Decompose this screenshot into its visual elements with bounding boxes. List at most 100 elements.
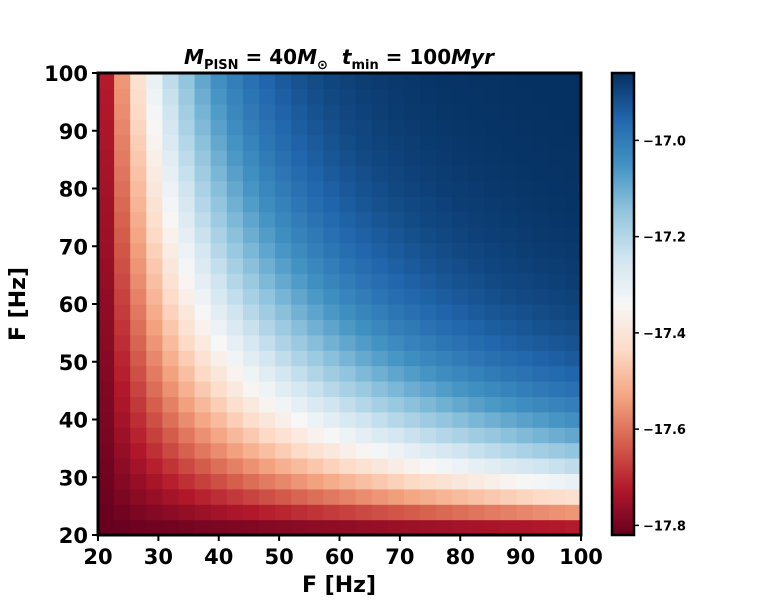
heatmap-cell bbox=[516, 381, 534, 397]
heatmap-cell bbox=[210, 88, 228, 105]
heatmap-cell bbox=[307, 519, 324, 536]
heatmap-cell bbox=[114, 334, 131, 351]
heatmap-cell bbox=[178, 119, 196, 136]
heatmap-cell bbox=[146, 242, 163, 259]
heatmap-cell bbox=[323, 180, 341, 197]
heatmap-cell bbox=[516, 473, 534, 490]
heatmap-cell bbox=[420, 180, 437, 197]
heatmap-cell bbox=[436, 273, 453, 290]
heatmap-cell bbox=[564, 442, 582, 459]
heatmap-cell bbox=[387, 504, 405, 521]
heatmap-cell bbox=[210, 519, 228, 536]
heatmap-cell bbox=[564, 473, 582, 490]
heatmap-cell bbox=[420, 103, 437, 120]
heatmap-cell bbox=[259, 134, 276, 151]
heatmap-cell bbox=[339, 88, 357, 105]
heatmap-cell bbox=[275, 134, 292, 151]
heatmap-cell bbox=[403, 304, 421, 320]
heatmap-cell bbox=[516, 242, 534, 259]
heatmap-cell bbox=[307, 88, 324, 105]
heatmap-cell bbox=[371, 180, 389, 197]
heatmap-cell bbox=[242, 211, 260, 228]
x-tick-label: 30 bbox=[144, 545, 173, 569]
heatmap-cell bbox=[130, 396, 147, 413]
heatmap-cell bbox=[452, 196, 469, 213]
heatmap-cell bbox=[468, 458, 485, 474]
heatmap-cell bbox=[564, 134, 582, 151]
y-tick-label: 60 bbox=[59, 293, 88, 317]
heatmap-cell bbox=[516, 319, 534, 336]
heatmap-cell bbox=[178, 273, 196, 290]
heatmap-cell bbox=[532, 396, 550, 413]
heatmap-cell bbox=[500, 473, 518, 490]
heatmap-cell bbox=[259, 227, 276, 243]
heatmap-cell bbox=[226, 334, 244, 351]
heatmap-cell bbox=[339, 288, 357, 305]
heatmap-cell bbox=[226, 350, 244, 367]
heatmap-cell bbox=[548, 319, 566, 336]
heatmap-cell bbox=[162, 257, 180, 274]
heatmap-cell bbox=[210, 196, 228, 213]
heatmap-cell bbox=[130, 442, 147, 459]
heatmap-cell bbox=[339, 180, 357, 197]
heatmap-cell bbox=[242, 396, 260, 413]
heatmap-cell bbox=[420, 350, 437, 367]
heatmap-cell bbox=[194, 442, 212, 459]
heatmap-cell bbox=[500, 211, 518, 228]
heatmap-cell bbox=[162, 150, 180, 166]
heatmap-cell bbox=[242, 88, 260, 105]
heatmap-cell bbox=[146, 319, 163, 336]
heatmap-cell bbox=[162, 519, 180, 536]
heatmap-cell bbox=[387, 119, 405, 136]
heatmap-cell bbox=[436, 396, 453, 413]
heatmap-cell bbox=[420, 227, 437, 243]
heatmap-cell bbox=[226, 319, 244, 336]
heatmap-cell bbox=[516, 488, 534, 505]
heatmap-cell bbox=[146, 442, 163, 459]
heatmap-cell bbox=[564, 288, 582, 305]
heatmap-cell bbox=[387, 180, 405, 197]
heatmap-cell bbox=[468, 257, 485, 274]
heatmap-cell bbox=[452, 365, 469, 382]
heatmap-cell bbox=[194, 180, 212, 197]
heatmap-cell bbox=[387, 442, 405, 459]
heatmap-cell bbox=[307, 334, 324, 351]
heatmap-cell bbox=[114, 442, 131, 459]
heatmap-cell bbox=[420, 211, 437, 228]
heatmap-cell bbox=[403, 458, 421, 474]
heatmap-cell bbox=[339, 304, 357, 320]
heatmap-cell bbox=[275, 211, 292, 228]
heatmap-cell bbox=[403, 365, 421, 382]
heatmap-cell bbox=[194, 150, 212, 166]
heatmap-cell bbox=[387, 334, 405, 351]
heatmap-cell bbox=[242, 319, 260, 336]
heatmap-cell bbox=[307, 442, 324, 459]
heatmap-cell bbox=[275, 442, 292, 459]
heatmap-cell bbox=[323, 365, 341, 382]
heatmap-cell bbox=[355, 427, 373, 444]
heatmap-cell bbox=[355, 227, 373, 243]
heatmap-cell bbox=[355, 411, 373, 428]
heatmap-cell bbox=[371, 427, 389, 444]
heatmap-cell bbox=[371, 88, 389, 105]
heatmap-cell bbox=[371, 103, 389, 120]
heatmap-cell bbox=[339, 396, 357, 413]
heatmap-cell bbox=[500, 119, 518, 136]
heatmap-cell bbox=[210, 211, 228, 228]
heatmap-cell bbox=[452, 473, 469, 490]
heatmap-cell bbox=[371, 165, 389, 182]
heatmap-cell bbox=[307, 319, 324, 336]
y-tick-label: 70 bbox=[59, 235, 88, 259]
heatmap-cell bbox=[162, 242, 180, 259]
y-tick-label: 50 bbox=[59, 351, 88, 375]
heatmap-cell bbox=[323, 119, 341, 136]
heatmap-cell bbox=[275, 458, 292, 474]
heatmap-cell bbox=[500, 396, 518, 413]
heatmap-cell bbox=[178, 165, 196, 182]
heatmap-cell bbox=[291, 134, 308, 151]
heatmap-cell bbox=[403, 88, 421, 105]
heatmap-cell bbox=[226, 458, 244, 474]
heatmap-cell bbox=[323, 458, 341, 474]
heatmap-cell bbox=[339, 427, 357, 444]
heatmap-cell bbox=[532, 103, 550, 120]
